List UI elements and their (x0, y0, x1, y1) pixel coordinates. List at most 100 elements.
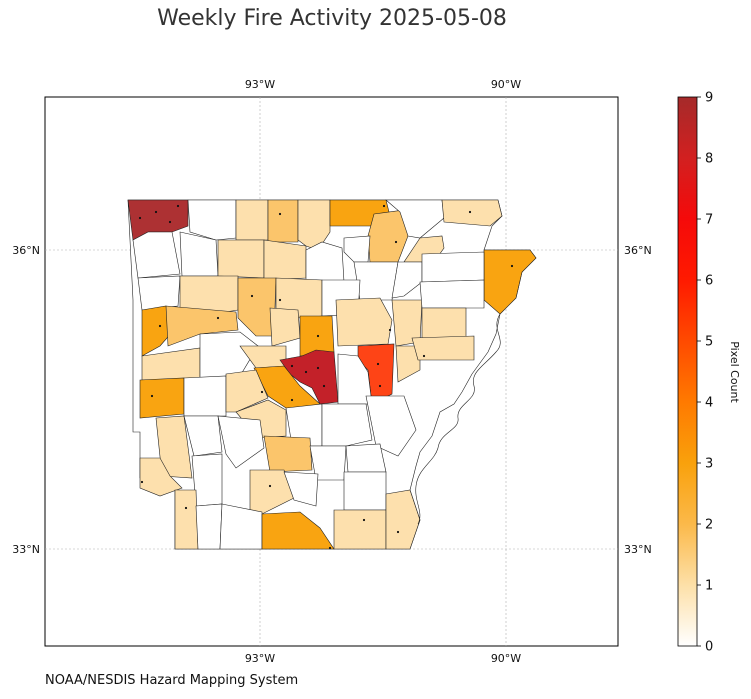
county-lafayette (195, 503, 223, 550)
fire-point (278, 298, 282, 302)
fire-point (250, 294, 254, 298)
county-lonoke (337, 353, 373, 405)
county-clay (441, 199, 503, 227)
fire-point (510, 264, 514, 268)
source-credit: NOAA/NESDIS Hazard Mapping System (45, 673, 299, 688)
county-independence (353, 261, 399, 301)
county-newton (217, 239, 265, 279)
colorbar-tick-label: 8 (705, 152, 713, 167)
fire-point (138, 216, 142, 220)
county-cross (421, 307, 467, 339)
colorbar-tick-label: 1 (705, 579, 713, 594)
fire-point (362, 518, 366, 522)
fire-point (150, 394, 154, 398)
fire-point (378, 384, 382, 388)
county-logan (165, 305, 239, 347)
county-mississippi (483, 249, 537, 315)
colorbar-tick-label: 9 (705, 91, 713, 106)
fire-point (316, 366, 320, 370)
fire-point (322, 384, 326, 388)
fire-point (176, 204, 180, 208)
fire-point (168, 220, 172, 224)
lon-label-bottom-93w: 93°W (245, 652, 275, 665)
fire-point (376, 362, 380, 366)
county-clark (263, 435, 313, 473)
fire-point (184, 506, 188, 510)
county-poinsett (419, 279, 485, 309)
county-columbia (219, 503, 263, 550)
colorbar-tick-label: 3 (705, 457, 713, 472)
county-washington (132, 231, 181, 279)
colorbar-tick-label: 6 (705, 274, 713, 289)
county-dallas (283, 471, 319, 507)
colorbar-tick-label: 7 (705, 213, 713, 228)
county-nevada (249, 469, 295, 515)
county-craighead (421, 251, 485, 283)
county-yell (199, 331, 259, 379)
fire-point (260, 390, 264, 394)
county-chicot (385, 489, 421, 550)
county-st-francis (411, 335, 475, 361)
fire-point (290, 398, 294, 402)
county-boone (235, 199, 269, 241)
colorbar-tick-label: 5 (705, 335, 713, 350)
fire-point (316, 334, 320, 338)
fire-point (304, 370, 308, 374)
county-montgomery (183, 375, 227, 417)
lat-label-left-36n: 36°N (12, 244, 40, 257)
county-sevier (155, 415, 193, 479)
county-garland (225, 369, 269, 413)
counties-layer (127, 199, 537, 550)
fire-point (328, 546, 332, 550)
fire-point (382, 204, 386, 208)
county-pulaski (279, 349, 339, 405)
fire-point (268, 484, 272, 488)
colorbar (677, 96, 698, 647)
fire-point (278, 212, 282, 216)
lat-label-right-33n: 33°N (624, 543, 652, 556)
county-pike (217, 415, 265, 469)
fire-point (396, 530, 400, 534)
lon-label-top-90w: 90°W (491, 78, 521, 91)
county-polk (139, 377, 185, 419)
county-johnson (237, 277, 277, 337)
colorbar-tick-label: 0 (705, 640, 713, 655)
county-union (261, 511, 335, 550)
lon-label-top-93w: 93°W (245, 78, 275, 91)
county-marion (267, 199, 299, 243)
fire-point (290, 364, 294, 368)
lon-label-bottom-90w: 90°W (491, 652, 521, 665)
county-lincoln (345, 443, 387, 473)
colorbar-ticks: 0 1 2 3 4 5 6 7 8 9 (697, 91, 713, 655)
fire-point (468, 210, 472, 214)
fire-point (154, 210, 158, 214)
fire-point (216, 316, 220, 320)
county-woodruff (395, 345, 421, 383)
county-cleburne (335, 297, 393, 347)
county-arkansas (365, 395, 417, 457)
county-ashley (333, 509, 387, 550)
county-crawford (137, 275, 181, 311)
lat-label-left-33n: 33°N (12, 543, 40, 556)
mississippi-river-border (415, 313, 501, 525)
county-drew (343, 471, 387, 511)
lat-label-right-36n: 36°N (624, 244, 652, 257)
colorbar-label: Pixel Count (728, 341, 741, 403)
county-searcy (263, 239, 307, 281)
fire-point (388, 328, 392, 332)
fire-point (140, 480, 144, 484)
county-little-river (139, 457, 183, 497)
county-jefferson (321, 403, 373, 447)
colorbar-tick-label: 4 (705, 396, 713, 411)
fire-detections (138, 204, 514, 550)
map-title: Weekly Fire Activity 2025-05-08 (157, 6, 507, 31)
county-stone (305, 241, 345, 283)
county-sebastian (141, 305, 175, 357)
county-miller (174, 489, 199, 550)
colorbar-tick-label: 2 (705, 518, 713, 533)
county-howard (183, 415, 223, 457)
fire-point (422, 354, 426, 358)
fire-point (394, 240, 398, 244)
fire-point (158, 324, 162, 328)
